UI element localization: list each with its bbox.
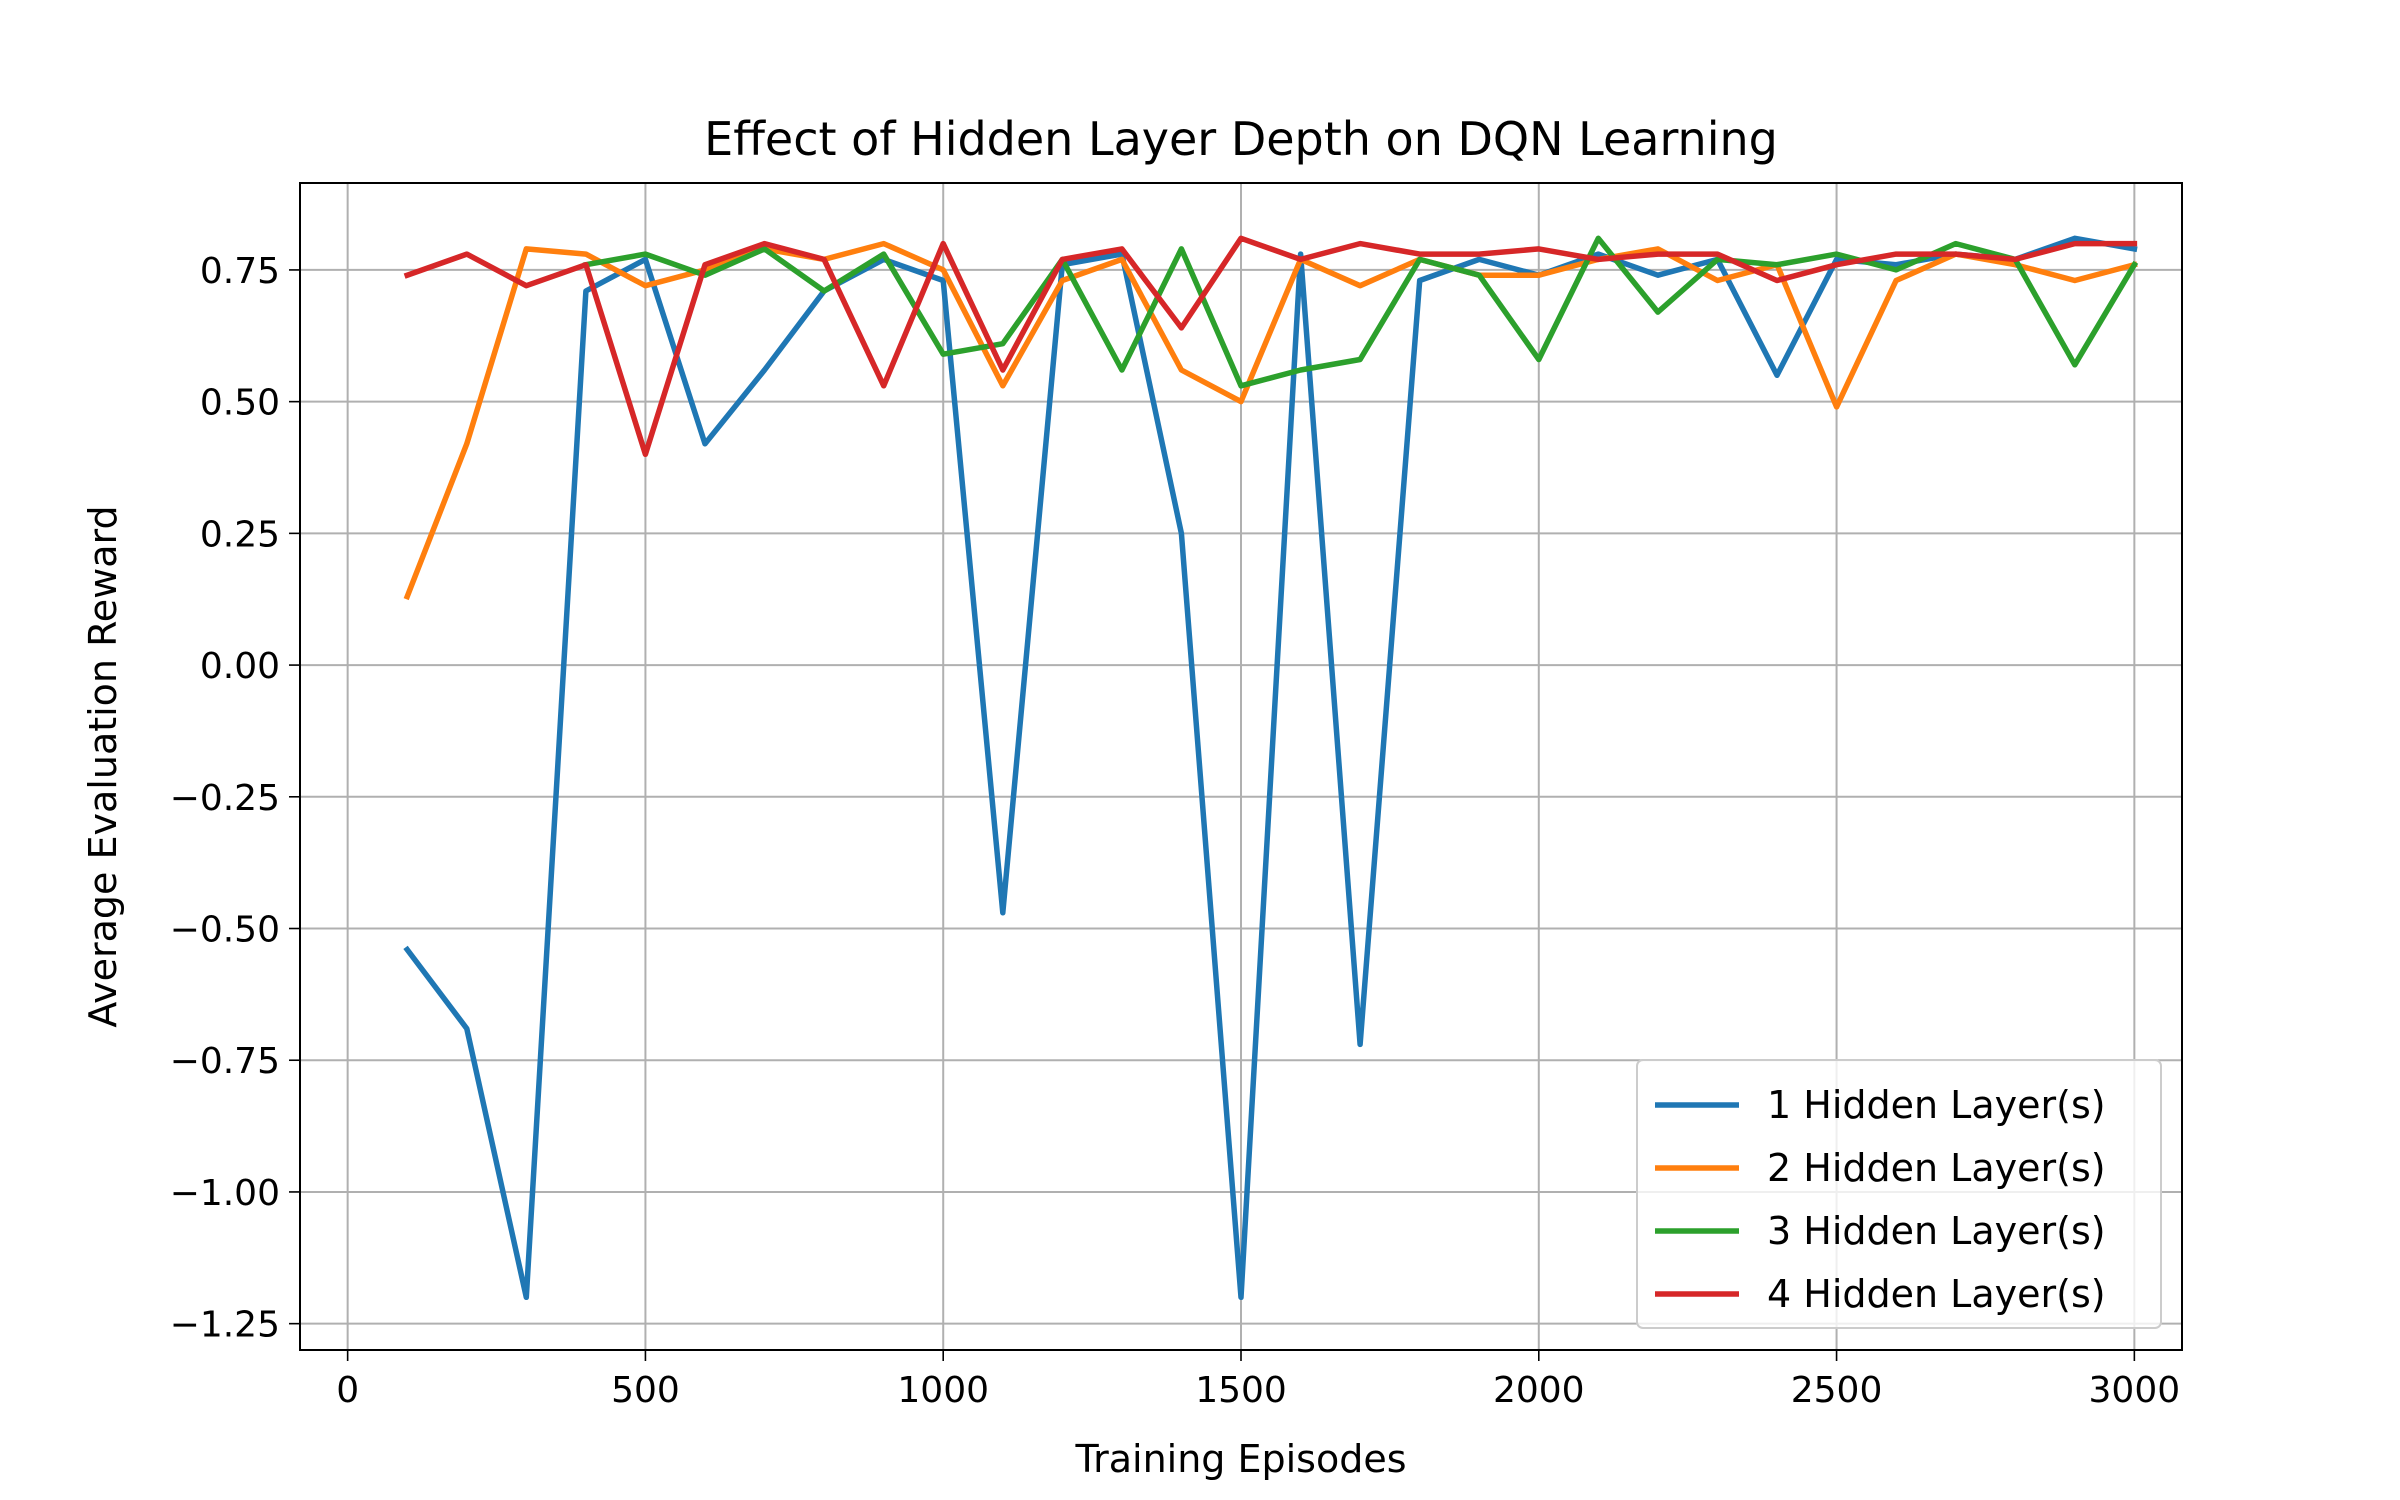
y-axis-label: Average Evaluation Reward: [81, 505, 125, 1027]
legend-label: 2 Hidden Layer(s): [1767, 1146, 2106, 1190]
x-tick-label: 1500: [1195, 1370, 1287, 1411]
x-tick-label: 2500: [1791, 1370, 1883, 1411]
series-lines: [403, 235, 2139, 1301]
legend: 1 Hidden Layer(s) 2 Hidden Layer(s) 3 Hidd…: [1636, 1059, 2162, 1329]
series-line-4: [403, 235, 2138, 458]
chart-title: Effect of Hidden Layer Depth on DQN Lear…: [704, 112, 1778, 166]
legend-box: [1636, 1059, 2162, 1329]
legend-label: 4 Hidden Layer(s): [1767, 1272, 2106, 1316]
x-tick-label: 0: [336, 1370, 359, 1411]
x-axis-label: Training Episodes: [1074, 1437, 1406, 1481]
series-line-3: [582, 235, 2139, 389]
axis-ticks: 0 500 1000 1500 2000 2500 3000 −1.25 −1.00 −0.75 −…: [170, 251, 2180, 1411]
x-tick-label: 1000: [897, 1370, 989, 1411]
y-tick-label: 0.75: [200, 251, 280, 292]
y-tick-label: −0.25: [170, 778, 280, 819]
y-tick-label: −1.00: [170, 1173, 280, 1214]
y-tick-label: 0.00: [200, 646, 280, 687]
legend-label: 3 Hidden Layer(s): [1767, 1209, 2106, 1253]
y-tick-label: 0.25: [200, 514, 280, 555]
x-tick-label: 500: [611, 1370, 680, 1411]
y-tick-label: 0.50: [200, 383, 280, 424]
legend-label: 1 Hidden Layer(s): [1767, 1083, 2106, 1127]
y-tick-label: −0.75: [170, 1041, 280, 1082]
x-tick-label: 2000: [1493, 1370, 1585, 1411]
y-tick-label: −0.50: [170, 910, 280, 951]
x-tick-label: 3000: [2089, 1370, 2181, 1411]
y-tick-label: −1.25: [170, 1305, 280, 1346]
